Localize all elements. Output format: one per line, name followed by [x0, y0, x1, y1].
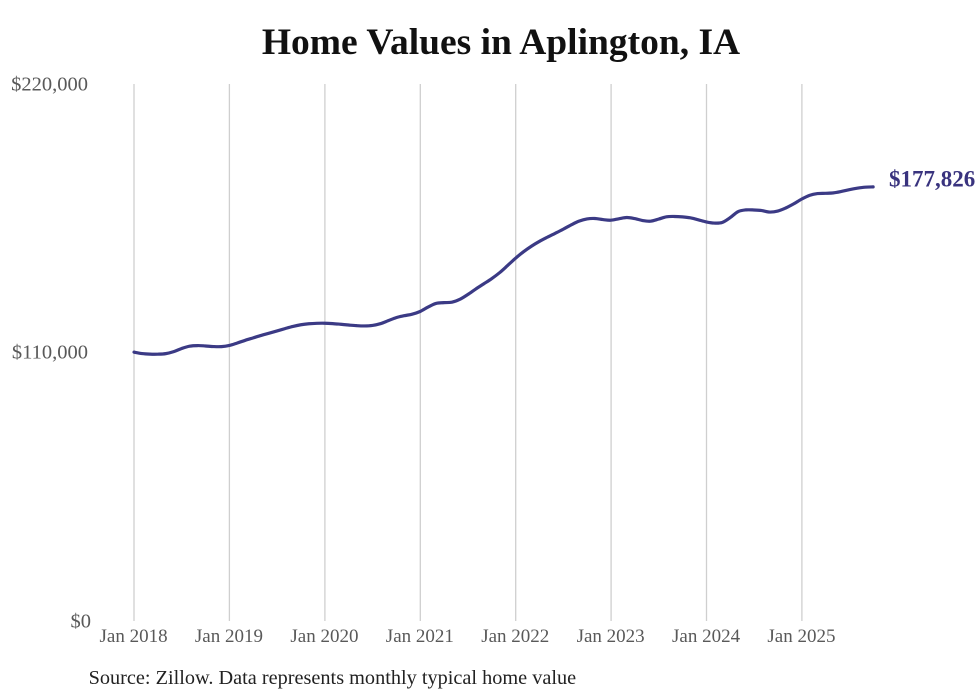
svg-text:$0: $0 [71, 611, 92, 633]
svg-text:Jan 2023: Jan 2023 [577, 626, 645, 647]
svg-text:$220,000: $220,000 [11, 74, 88, 96]
svg-text:Jan 2018: Jan 2018 [100, 626, 168, 647]
svg-text:Jan 2019: Jan 2019 [195, 626, 263, 647]
svg-text:Jan 2025: Jan 2025 [767, 626, 835, 647]
svg-text:$110,000: $110,000 [12, 342, 88, 364]
svg-text:$177,826: $177,826 [889, 167, 975, 192]
svg-text:Jan 2021: Jan 2021 [386, 626, 454, 647]
svg-text:Jan 2024: Jan 2024 [672, 626, 741, 647]
svg-text:Jan 2020: Jan 2020 [290, 626, 358, 647]
svg-text:Jan 2022: Jan 2022 [481, 626, 549, 647]
